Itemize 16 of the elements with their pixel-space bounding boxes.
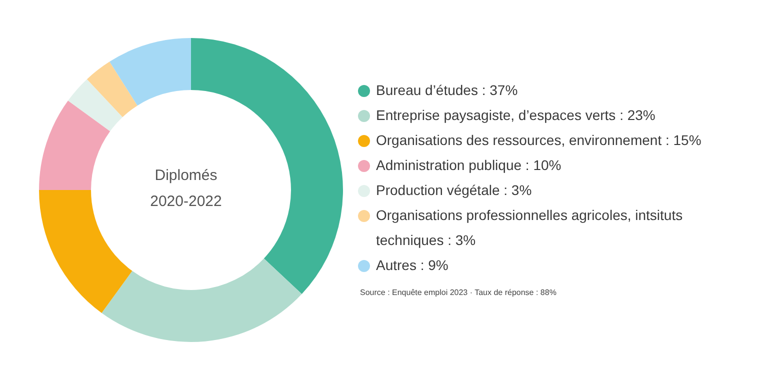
legend-label: Organisations des ressources, environnement : 15% <box>376 131 702 150</box>
donut-slice <box>39 190 132 313</box>
donut-slice <box>86 62 138 118</box>
legend-label: Entreprise paysagiste, d’espaces verts : 23% <box>376 106 656 125</box>
legend-label: Production végétale : 3% <box>376 181 532 200</box>
text: 2020-2022 <box>150 193 222 210</box>
legend-label: Administration publique : 10% <box>376 156 562 175</box>
legend-label: Organisations professionnelles agricoles, intsituts techniques : 3% <box>376 206 684 250</box>
donut-slice <box>110 38 191 106</box>
donut-slice <box>68 79 123 132</box>
donut-slice <box>39 100 110 190</box>
legend-label: Bureau d’études : 37% <box>376 81 518 100</box>
legend-label: Autres : 9% <box>376 256 448 275</box>
donut-slice <box>102 258 302 342</box>
text: Diplomés <box>154 167 218 184</box>
source-note: Source : Enquête emploi 2023 · Taux de réponse : 88% <box>360 288 556 297</box>
